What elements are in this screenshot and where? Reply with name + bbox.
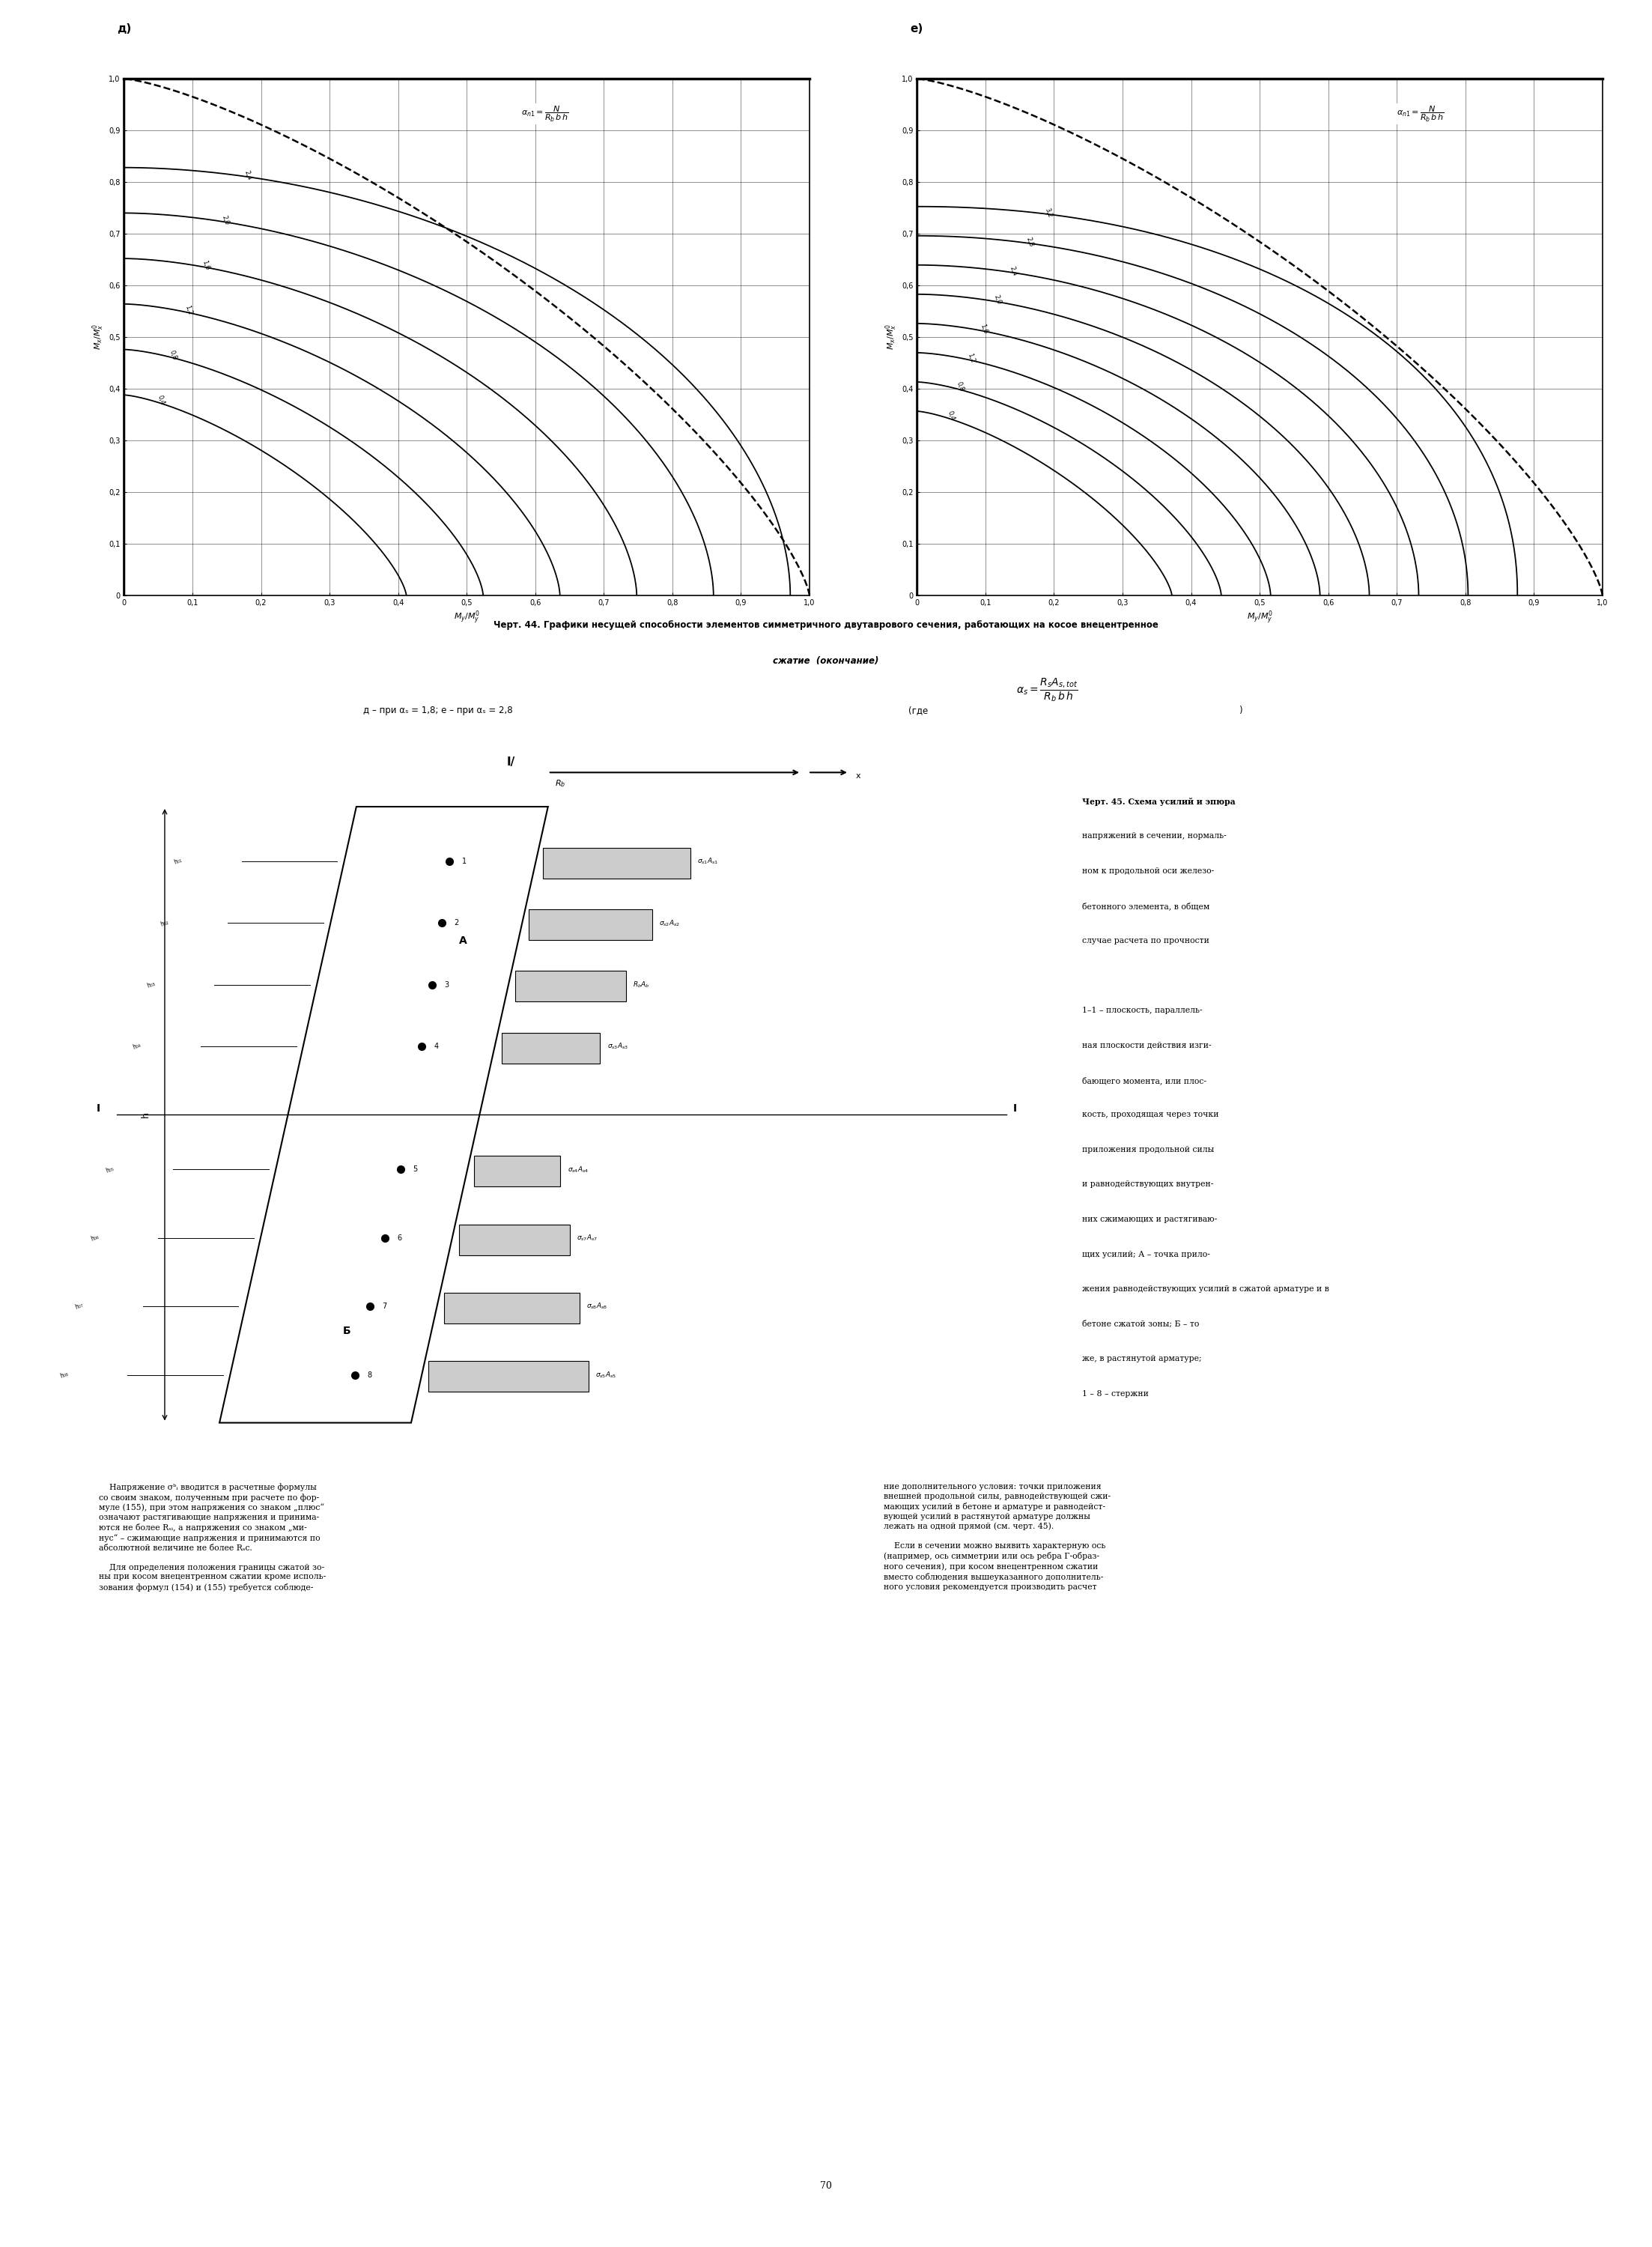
Text: 1,2: 1,2 — [966, 353, 976, 364]
Text: h₀₆: h₀₆ — [89, 1234, 99, 1243]
Text: h: h — [140, 1112, 150, 1117]
Text: бетоне сжатой зоны; Б – то: бетоне сжатой зоны; Б – то — [1082, 1321, 1199, 1328]
Text: 0,4: 0,4 — [155, 393, 165, 404]
Text: сжатие  (окончание): сжатие (окончание) — [773, 656, 879, 665]
Text: h₀₄: h₀₄ — [132, 1043, 142, 1052]
Text: h₀₇: h₀₇ — [74, 1301, 84, 1310]
Text: $\alpha_{n1}=\dfrac{N}{R_b\,b\,h}$: $\alpha_{n1}=\dfrac{N}{R_b\,b\,h}$ — [1398, 103, 1444, 124]
Text: $\alpha_s = \dfrac{R_s A_{s,tot}}{R_b\,b\,h}$: $\alpha_s = \dfrac{R_s A_{s,tot}}{R_b\,b… — [1016, 676, 1077, 703]
Polygon shape — [220, 807, 548, 1422]
Text: 1–1 – плоскость, параллель-: 1–1 – плоскость, параллель- — [1082, 1007, 1203, 1013]
Text: 0,8: 0,8 — [169, 348, 178, 362]
Text: (где: (где — [909, 706, 928, 715]
X-axis label: $M_y/M_y^0$: $M_y/M_y^0$ — [454, 609, 479, 627]
Text: Б: Б — [342, 1326, 350, 1337]
Text: 1 – 8 – стержни: 1 – 8 – стержни — [1082, 1389, 1148, 1398]
Text: 70: 70 — [819, 2182, 833, 2191]
Text: бающего момента, или плос-: бающего момента, или плос- — [1082, 1076, 1206, 1085]
Text: напряжений в сечении, нормаль-: напряжений в сечении, нормаль- — [1082, 831, 1226, 840]
Text: 6: 6 — [398, 1234, 401, 1243]
Text: ние дополнительного условия: точки приложения
внешней продольной силы, равнодейс: ние дополнительного условия: точки прило… — [884, 1483, 1110, 1591]
Text: 8: 8 — [367, 1371, 372, 1380]
Text: $R_b$: $R_b$ — [555, 780, 565, 789]
Text: же, в растянутой арматуре;: же, в растянутой арматуре; — [1082, 1355, 1201, 1362]
Text: 2,0: 2,0 — [993, 294, 1003, 306]
Bar — [542, 847, 691, 879]
Text: щих усилий; А – точка прило-: щих усилий; А – точка прило- — [1082, 1249, 1209, 1258]
Text: $\sigma_{s2}A_{s2}$: $\sigma_{s2}A_{s2}$ — [659, 919, 681, 928]
Text: ): ) — [1239, 706, 1242, 715]
Text: Черт. 45. Схема усилий и эпюра: Черт. 45. Схема усилий и эпюра — [1082, 798, 1236, 807]
Text: I/: I/ — [507, 757, 515, 768]
Text: 1,6: 1,6 — [978, 324, 988, 335]
Text: приложения продольной силы: приложения продольной силы — [1082, 1146, 1214, 1153]
Text: $\sigma_{s8}A_{s8}$: $\sigma_{s8}A_{s8}$ — [586, 1301, 608, 1310]
Text: жения равнодействующих усилий в сжатой арматуре и в: жения равнодействующих усилий в сжатой а… — [1082, 1285, 1330, 1292]
Text: $\alpha_{n1}=\dfrac{N}{R_b\,b\,h}$: $\alpha_{n1}=\dfrac{N}{R_b\,b\,h}$ — [522, 103, 570, 124]
Text: $\sigma_{s4}A_{s4}$: $\sigma_{s4}A_{s4}$ — [567, 1164, 588, 1175]
Text: 4: 4 — [434, 1043, 439, 1049]
Text: 7: 7 — [382, 1303, 387, 1310]
Y-axis label: $M_x/M_x^0$: $M_x/M_x^0$ — [91, 324, 106, 351]
Text: 2,8: 2,8 — [1026, 236, 1034, 247]
Text: 2: 2 — [454, 919, 459, 926]
Text: 1,2: 1,2 — [183, 303, 193, 317]
Text: 3: 3 — [444, 982, 449, 989]
Bar — [515, 971, 626, 1002]
Bar — [428, 1362, 588, 1391]
Text: h₀₅: h₀₅ — [104, 1164, 114, 1175]
Text: h₀₈: h₀₈ — [59, 1371, 69, 1380]
X-axis label: $M_y/M_y^0$: $M_y/M_y^0$ — [1247, 609, 1272, 627]
Text: x: x — [856, 773, 861, 780]
Text: I: I — [1013, 1103, 1018, 1115]
Text: бетонного элемента, в общем: бетонного элемента, в общем — [1082, 901, 1209, 910]
Text: $\sigma_{s5}A_{s5}$: $\sigma_{s5}A_{s5}$ — [596, 1371, 616, 1380]
Text: $\sigma_{s1}A_{s1}$: $\sigma_{s1}A_{s1}$ — [697, 856, 719, 865]
Text: 2,4: 2,4 — [1008, 265, 1018, 276]
Text: $\sigma_{s3}A_{s3}$: $\sigma_{s3}A_{s3}$ — [606, 1043, 628, 1052]
Text: h₀₃: h₀₃ — [145, 980, 155, 989]
Text: h₀₂: h₀₂ — [159, 919, 170, 928]
Text: д – при αₛ = 1,8; е – при αₛ = 2,8: д – при αₛ = 1,8; е – при αₛ = 2,8 — [363, 706, 512, 715]
Bar — [444, 1292, 580, 1323]
Text: A: A — [459, 935, 468, 946]
Y-axis label: $M_x/M_x^0$: $M_x/M_x^0$ — [884, 324, 899, 351]
Bar — [502, 1034, 600, 1063]
Text: $\sigma_{s7}A_{s7}$: $\sigma_{s7}A_{s7}$ — [577, 1234, 598, 1243]
Text: д): д) — [117, 22, 132, 34]
Text: I: I — [96, 1103, 101, 1115]
Text: Черт. 44. Графики несущей способности элементов симметричного двутаврового сечен: Черт. 44. Графики несущей способности эл… — [494, 620, 1158, 629]
Text: кость, проходящая через точки: кость, проходящая через точки — [1082, 1110, 1219, 1119]
Text: 1,6: 1,6 — [202, 258, 210, 272]
Text: 1: 1 — [463, 858, 466, 865]
Text: 3,2: 3,2 — [1044, 207, 1054, 218]
Text: Напряжение σᵇᵢ вводится в расчетные формулы
со своим знаком, полученным при расч: Напряжение σᵇᵢ вводится в расчетные форм… — [99, 1483, 325, 1591]
Text: случае расчета по прочности: случае расчета по прочности — [1082, 937, 1209, 944]
Text: ная плоскости действия изги-: ная плоскости действия изги- — [1082, 1043, 1211, 1049]
Text: h₀₁: h₀₁ — [173, 856, 183, 865]
Bar — [459, 1225, 570, 1256]
Text: и равнодействующих внутрен-: и равнодействующих внутрен- — [1082, 1182, 1213, 1189]
Bar — [474, 1155, 560, 1186]
Text: е): е) — [910, 22, 923, 34]
Text: $R_b A_b$: $R_b A_b$ — [633, 980, 649, 989]
Text: 5: 5 — [413, 1166, 418, 1173]
Text: 2,0: 2,0 — [221, 213, 230, 227]
Text: 2,4: 2,4 — [243, 169, 253, 182]
Text: ном к продольной оси железо-: ном к продольной оси железо- — [1082, 867, 1214, 874]
Text: них сжимающих и растягиваю-: них сжимающих и растягиваю- — [1082, 1216, 1218, 1222]
Text: 0,4: 0,4 — [947, 409, 957, 422]
Text: 0,8: 0,8 — [955, 382, 965, 393]
Bar — [529, 910, 653, 939]
